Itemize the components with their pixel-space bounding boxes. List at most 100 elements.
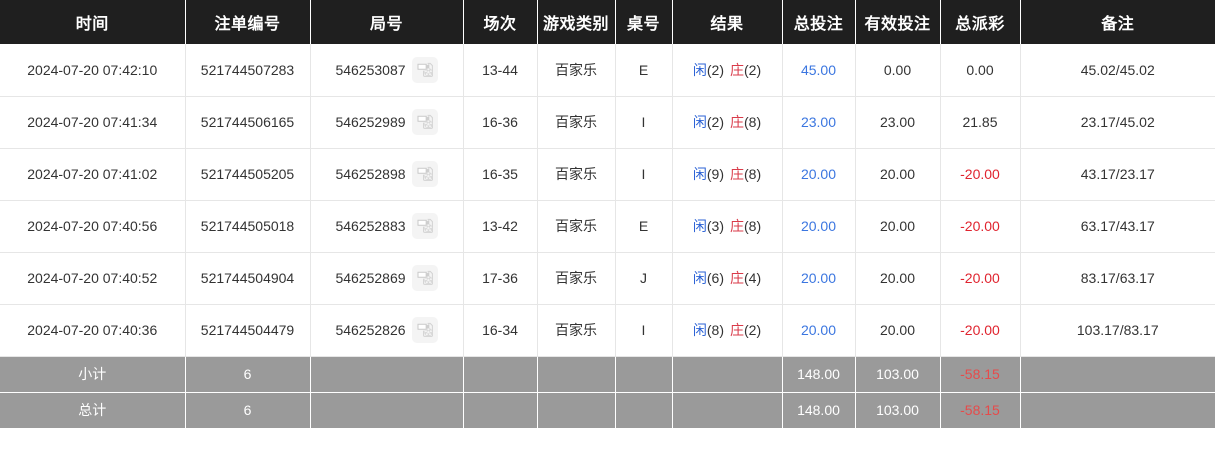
summary-total-bet-text: 148.00 — [797, 366, 840, 382]
cell-order-no: 521744505018 — [185, 200, 311, 253]
video-replay-icon[interactable] — [411, 56, 438, 83]
column-header-total_bet[interactable]: 总投注 — [782, 0, 856, 44]
cell-round-no: 546253087 — [310, 44, 464, 97]
result-group: 闲(9) 庄(8) — [693, 164, 761, 184]
result-banker-label: 庄 — [730, 218, 744, 234]
cell-session: 16-34 — [463, 304, 538, 357]
game-type-text: 百家乐 — [555, 61, 597, 78]
cell-total-bet: 20.00 — [782, 252, 856, 305]
summary-round-no — [310, 356, 464, 393]
column-header-game_type[interactable]: 游戏类别 — [537, 0, 616, 44]
round-number-text: 546252989 — [335, 114, 406, 130]
cell-result: 闲(2) 庄(8) — [672, 96, 783, 149]
total-bet-amount: 45.00 — [800, 61, 837, 78]
remark-text: 43.17/23.17 — [1080, 166, 1155, 182]
table-no-text: E — [638, 61, 649, 78]
cell-valid-bet: 23.00 — [855, 96, 941, 149]
video-replay-icon[interactable] — [411, 161, 438, 187]
remark-text: 63.17/43.17 — [1080, 218, 1155, 234]
cell-time: 2024-07-20 07:41:34 — [0, 96, 186, 149]
cell-valid-bet: 20.00 — [855, 200, 941, 253]
column-header-total_payout[interactable]: 总派彩 — [940, 0, 1021, 44]
summary-result — [672, 392, 783, 429]
result-player: 闲(6) — [693, 268, 724, 288]
cell-remark: 45.02/45.02 — [1020, 44, 1215, 97]
summary-label: 小计 — [0, 356, 186, 393]
summary-game-type — [537, 356, 616, 393]
summary-result — [672, 356, 783, 393]
cell-result: 闲(8) 庄(2) — [672, 304, 783, 357]
summary-row: 总计 6 148.00 103.00 -58.15 — [0, 392, 1215, 429]
column-header-remark[interactable]: 备注 — [1020, 0, 1215, 44]
column-header-result[interactable]: 结果 — [672, 0, 783, 44]
total-bet-amount: 20.00 — [800, 218, 837, 234]
cell-total-bet: 20.00 — [782, 200, 856, 253]
result-banker-label: 庄 — [730, 270, 744, 286]
cell-total-bet: 20.00 — [782, 148, 856, 201]
total-bet-amount: 20.00 — [800, 270, 837, 286]
cell-table-no: J — [615, 252, 673, 305]
column-header-time[interactable]: 时间 — [0, 0, 186, 44]
valid-bet-amount: 20.00 — [879, 322, 916, 338]
valid-bet-amount: 20.00 — [879, 166, 916, 182]
video-replay-icon[interactable] — [411, 109, 438, 135]
column-header-table_no[interactable]: 桌号 — [615, 0, 673, 44]
valid-bet-amount: 20.00 — [879, 270, 916, 286]
video-replay-icon[interactable] — [411, 265, 438, 291]
round-no-group: 546252869 — [335, 265, 438, 291]
total-bet-amount: 23.00 — [800, 114, 837, 130]
cell-order-no: 521744504479 — [185, 304, 311, 357]
bet-time-text: 2024-07-20 07:40:56 — [27, 218, 158, 234]
summary-total-bet: 148.00 — [782, 392, 856, 429]
round-no-group: 546252898 — [335, 161, 438, 187]
result-group: 闲(3) 庄(8) — [693, 216, 761, 236]
cell-game-type: 百家乐 — [537, 96, 616, 149]
table-row: 2024-07-20 07:40:56 521744505018 546252883… — [0, 200, 1215, 253]
column-header-round_no[interactable]: 局号 — [310, 0, 464, 44]
remark-text: 83.17/63.17 — [1080, 270, 1155, 286]
bet-time-text: 2024-07-20 07:40:36 — [27, 322, 158, 338]
column-header-order_no[interactable]: 注单编号 — [185, 0, 311, 44]
result-player-label: 闲 — [692, 218, 707, 234]
game-type-text: 百家乐 — [555, 322, 597, 338]
cell-game-type: 百家乐 — [537, 44, 616, 97]
round-no-group: 546252989 — [335, 109, 438, 135]
cell-table-no: E — [615, 44, 673, 97]
cell-table-no: E — [615, 200, 673, 253]
table-row: 2024-07-20 07:40:36 521744504479 546252826… — [0, 304, 1215, 357]
result-banker-label: 庄 — [730, 166, 744, 182]
round-number-text: 546252869 — [335, 270, 406, 286]
round-number-text: 546252883 — [335, 218, 406, 234]
summary-label: 总计 — [0, 392, 186, 429]
round-no-group: 546253087 — [335, 56, 438, 83]
cell-total-payout: -20.00 — [940, 148, 1021, 201]
total-bet-amount: 20.00 — [800, 322, 837, 338]
session-text: 17-36 — [482, 270, 518, 286]
round-number-text: 546252826 — [335, 322, 406, 338]
cell-time: 2024-07-20 07:41:02 — [0, 148, 186, 201]
column-header-valid_bet[interactable]: 有效投注 — [855, 0, 941, 44]
result-banker: 庄(8) — [730, 164, 761, 184]
remark-text: 23.17/45.02 — [1080, 114, 1155, 130]
result-group: 闲(2) 庄(8) — [693, 112, 761, 132]
result-banker: 庄(4) — [730, 268, 761, 288]
cell-table-no: I — [615, 148, 673, 201]
video-replay-icon[interactable] — [411, 213, 438, 239]
order-number-text: 521744504904 — [200, 270, 295, 286]
video-replay-icon[interactable] — [411, 317, 438, 343]
cell-remark: 63.17/43.17 — [1020, 200, 1215, 253]
summary-total-bet-text: 148.00 — [797, 402, 840, 418]
cell-valid-bet: 20.00 — [855, 252, 941, 305]
remark-text: 45.02/45.02 — [1080, 61, 1155, 78]
remark-text: 103.17/83.17 — [1076, 322, 1159, 338]
result-banker-value: (2) — [744, 61, 762, 78]
result-player-value: (8) — [706, 322, 724, 338]
cell-round-no: 546252989 — [310, 96, 464, 149]
cell-total-bet: 20.00 — [782, 304, 856, 357]
order-number-text: 521744506165 — [200, 114, 295, 130]
bet-time-text: 2024-07-20 07:41:02 — [27, 166, 158, 182]
cell-total-payout: 21.85 — [940, 96, 1021, 149]
column-header-session[interactable]: 场次 — [463, 0, 538, 44]
summary-count-text: 6 — [243, 402, 252, 418]
cell-result: 闲(9) 庄(8) — [672, 148, 783, 201]
